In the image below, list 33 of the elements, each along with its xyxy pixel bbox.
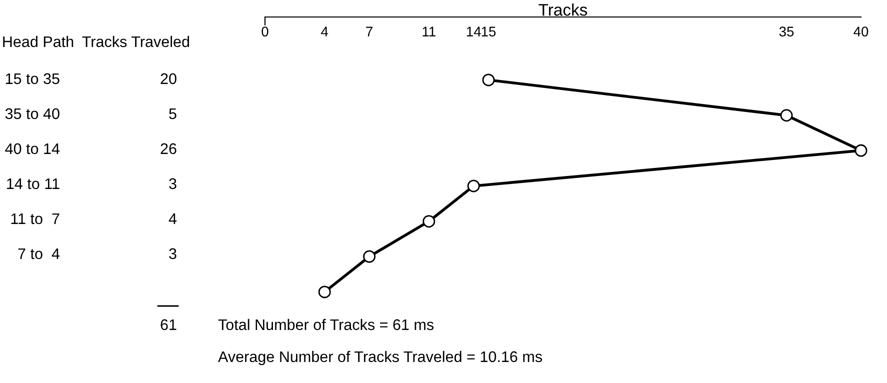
- text: 20: [160, 73, 176, 84]
- x-tick-label: 11: [422, 26, 436, 36]
- text: 35 to 40: [5, 108, 60, 120]
- text: 7 to 4: [18, 248, 60, 260]
- x-tick-label: 14: [466, 26, 481, 36]
- text: Average Number of Tracks Traveled = 10.16 ms: [218, 350, 542, 366]
- text: 3: [169, 248, 176, 260]
- point: [467, 180, 480, 192]
- text: 14 to 11: [7, 178, 60, 190]
- x-tick-label: 0: [262, 26, 268, 36]
- x-tick-label: 7: [366, 26, 372, 36]
- text: 40 to 14: [5, 143, 60, 154]
- text: Total Number of Tracks = 61 ms: [218, 318, 434, 330]
- point: [422, 215, 436, 228]
- text: Tracks Traveled: [82, 36, 190, 48]
- point: [363, 250, 376, 263]
- text: 61: [160, 319, 176, 330]
- text: 3: [169, 178, 176, 190]
- text: 15 to 35: [6, 73, 60, 84]
- x-tick-label: 40: [854, 26, 868, 36]
- x-tick-label: 4: [321, 26, 328, 36]
- x-tick-label: 35: [779, 26, 794, 36]
- text: Head Path: [3, 36, 74, 48]
- x-tick-label: 15: [482, 26, 496, 36]
- text: 26: [160, 143, 176, 154]
- text: 5: [169, 108, 176, 120]
- point: [482, 74, 495, 86]
- point: [780, 109, 793, 122]
- text: 11 to 7: [11, 213, 60, 224]
- point: [854, 144, 868, 157]
- text: 4: [168, 213, 177, 224]
- x-axis-title: Tracks: [538, 4, 588, 16]
- point: [318, 286, 331, 298]
